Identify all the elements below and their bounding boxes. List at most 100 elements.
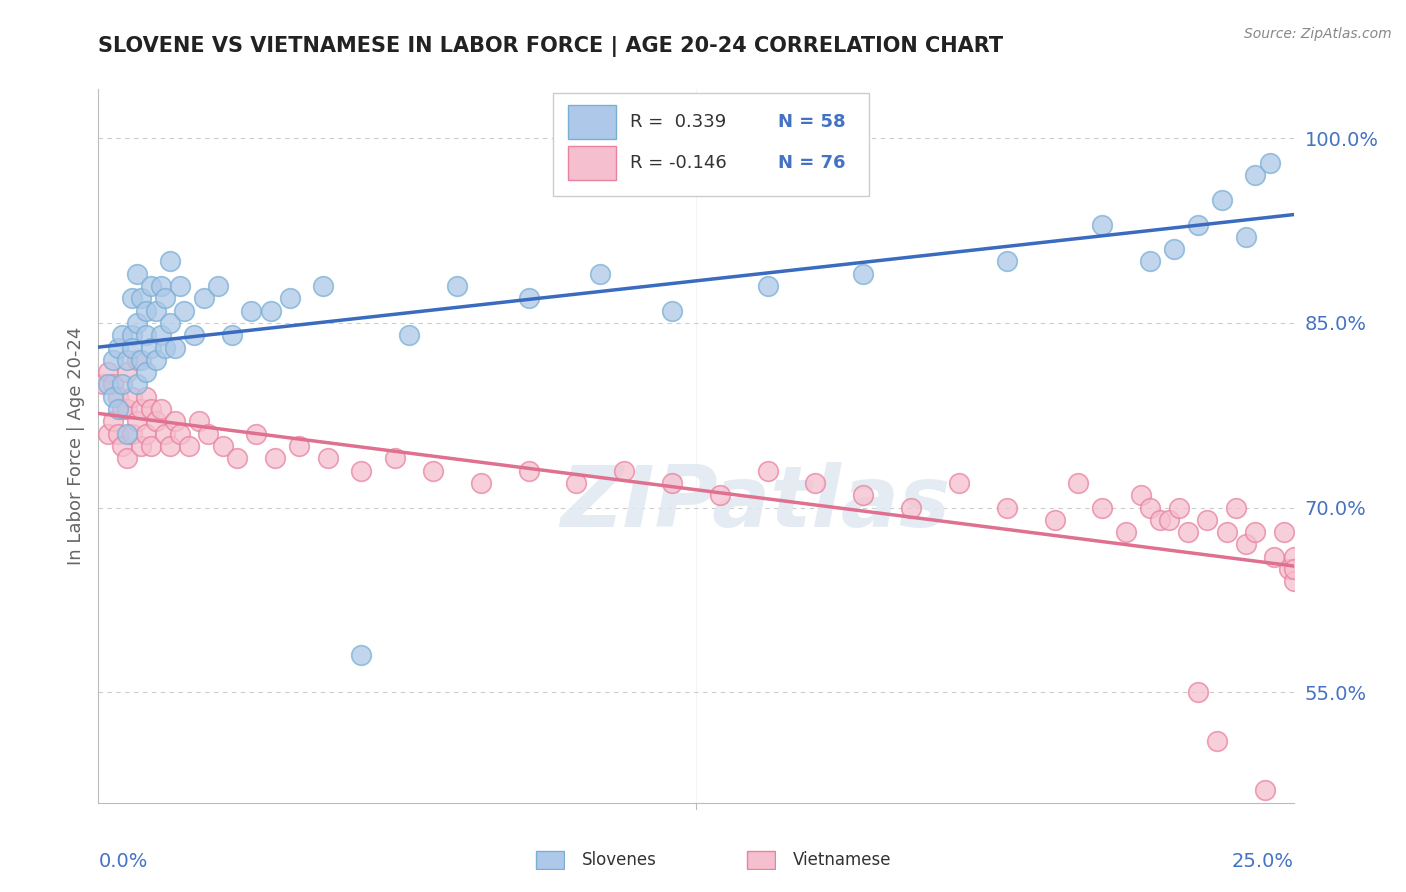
Text: Slovenes: Slovenes: [582, 851, 657, 869]
Text: SLOVENE VS VIETNAMESE IN LABOR FORCE | AGE 20-24 CORRELATION CHART: SLOVENE VS VIETNAMESE IN LABOR FORCE | A…: [98, 36, 1004, 57]
Point: [121, 328, 143, 343]
Point: [169, 426, 191, 441]
Point: [125, 352, 148, 367]
Point: [350, 464, 373, 478]
Point: [1215, 525, 1237, 540]
Point: [97, 365, 120, 379]
Point: [115, 451, 138, 466]
Point: [131, 402, 153, 417]
Point: [995, 254, 1018, 268]
Point: [101, 414, 124, 428]
Text: Vietnamese: Vietnamese: [793, 851, 891, 869]
Point: [97, 377, 120, 392]
Point: [1282, 549, 1305, 564]
Point: [97, 426, 120, 441]
Point: [221, 328, 243, 343]
Point: [589, 267, 612, 281]
Text: 0.0%: 0.0%: [98, 852, 148, 871]
Point: [1091, 218, 1114, 232]
Point: [1282, 562, 1305, 576]
Point: [155, 426, 177, 441]
FancyBboxPatch shape: [568, 145, 616, 180]
Point: [384, 451, 406, 466]
Point: [1139, 254, 1161, 268]
Point: [517, 464, 540, 478]
Text: 25.0%: 25.0%: [1232, 852, 1294, 871]
Point: [155, 291, 177, 305]
Point: [145, 303, 167, 318]
Point: [1187, 218, 1209, 232]
Point: [115, 352, 138, 367]
Point: [135, 328, 157, 343]
Point: [1225, 500, 1247, 515]
Y-axis label: In Labor Force | Age 20-24: In Labor Force | Age 20-24: [66, 326, 84, 566]
Point: [139, 279, 162, 293]
Point: [1278, 562, 1301, 576]
Point: [101, 390, 124, 404]
Point: [207, 279, 229, 293]
Point: [446, 279, 468, 293]
Point: [1091, 500, 1114, 515]
Point: [1282, 574, 1305, 589]
Point: [155, 341, 177, 355]
Point: [107, 390, 129, 404]
Point: [197, 426, 219, 441]
Point: [1272, 525, 1295, 540]
Point: [149, 328, 172, 343]
FancyBboxPatch shape: [568, 105, 616, 139]
Point: [240, 303, 263, 318]
Point: [125, 316, 148, 330]
Point: [1211, 193, 1233, 207]
Point: [1177, 525, 1199, 540]
Point: [756, 464, 779, 478]
Point: [852, 267, 875, 281]
Point: [1167, 500, 1189, 515]
Point: [995, 500, 1018, 515]
Point: [226, 451, 249, 466]
Point: [121, 341, 143, 355]
Text: ZIPatlas: ZIPatlas: [561, 461, 950, 545]
Point: [1163, 242, 1185, 256]
Point: [1244, 169, 1267, 183]
Point: [159, 439, 181, 453]
Point: [1263, 549, 1285, 564]
Point: [135, 303, 157, 318]
Point: [173, 303, 195, 318]
Point: [1139, 500, 1161, 515]
Point: [948, 475, 970, 490]
Point: [1187, 685, 1209, 699]
Point: [107, 402, 129, 417]
Point: [852, 488, 875, 502]
Point: [1129, 488, 1152, 502]
Point: [115, 365, 138, 379]
Point: [149, 402, 172, 417]
Point: [422, 464, 444, 478]
Point: [169, 279, 191, 293]
Text: Source: ZipAtlas.com: Source: ZipAtlas.com: [1244, 27, 1392, 41]
Point: [115, 402, 138, 417]
Point: [316, 451, 339, 466]
Point: [183, 328, 205, 343]
Point: [1254, 783, 1277, 797]
Point: [145, 414, 167, 428]
Point: [121, 390, 143, 404]
Point: [661, 475, 683, 490]
Point: [163, 341, 186, 355]
Point: [131, 291, 153, 305]
Point: [107, 341, 129, 355]
Point: [661, 303, 683, 318]
Point: [159, 316, 181, 330]
Point: [131, 439, 153, 453]
Point: [193, 291, 215, 305]
Point: [121, 291, 143, 305]
Point: [179, 439, 201, 453]
Point: [111, 439, 134, 453]
Point: [135, 390, 157, 404]
Point: [131, 352, 153, 367]
Point: [1206, 734, 1229, 748]
Point: [1234, 230, 1257, 244]
Point: [1043, 513, 1066, 527]
FancyBboxPatch shape: [536, 851, 564, 869]
Point: [101, 377, 124, 392]
Point: [111, 328, 134, 343]
